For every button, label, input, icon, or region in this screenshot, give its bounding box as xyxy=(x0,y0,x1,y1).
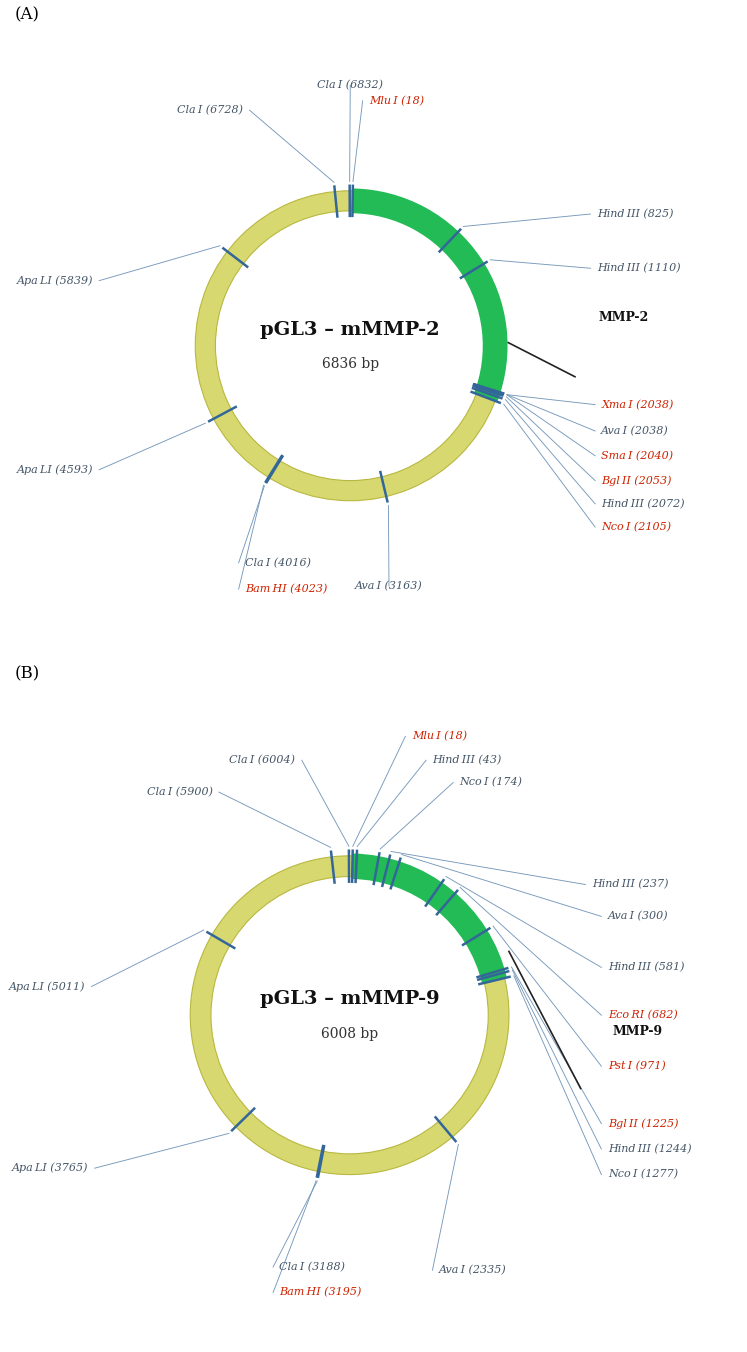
Text: Cla I (6728): Cla I (6728) xyxy=(177,105,244,115)
Text: Pst I (971): Pst I (971) xyxy=(608,1061,666,1071)
Text: Bgl II (2053): Bgl II (2053) xyxy=(601,476,672,485)
Text: Mlu I (18): Mlu I (18) xyxy=(412,731,467,741)
Text: Nco I (174): Nco I (174) xyxy=(459,777,523,788)
Text: Ava I (2038): Ava I (2038) xyxy=(601,426,669,437)
Text: Nco I (1277): Nco I (1277) xyxy=(608,1169,678,1180)
Text: MMP-2: MMP-2 xyxy=(598,311,648,324)
Text: Cla I (6004): Cla I (6004) xyxy=(229,754,295,765)
Text: Hind III (237): Hind III (237) xyxy=(592,879,669,890)
Text: Cla I (5900): Cla I (5900) xyxy=(146,787,213,798)
Text: Hind III (2072): Hind III (2072) xyxy=(601,499,685,508)
Text: Apa LI (5011): Apa LI (5011) xyxy=(8,982,85,992)
Text: Hind III (825): Hind III (825) xyxy=(597,208,673,219)
Text: Nco I (2105): Nco I (2105) xyxy=(601,522,672,533)
Text: pGL3 – mMMP-2: pGL3 – mMMP-2 xyxy=(261,322,440,339)
Wedge shape xyxy=(353,188,507,402)
Text: Bgl II (1225): Bgl II (1225) xyxy=(608,1118,678,1129)
Text: MMP-9: MMP-9 xyxy=(613,1025,663,1037)
Text: Mlu I (18): Mlu I (18) xyxy=(369,96,424,105)
Text: Sma I (2040): Sma I (2040) xyxy=(601,450,674,461)
Wedge shape xyxy=(352,853,507,983)
Text: Apa LI (5839): Apa LI (5839) xyxy=(16,276,93,285)
Text: 6836 bp: 6836 bp xyxy=(322,357,379,372)
Text: Ava I (2335): Ava I (2335) xyxy=(438,1265,506,1275)
Text: Bam HI (3195): Bam HI (3195) xyxy=(279,1287,362,1298)
Text: Apa LI (4593): Apa LI (4593) xyxy=(16,465,93,475)
Text: (B): (B) xyxy=(15,665,40,683)
Text: Cla I (6832): Cla I (6832) xyxy=(317,80,383,91)
Text: Hind III (1244): Hind III (1244) xyxy=(608,1144,692,1155)
Text: Eco RI (682): Eco RI (682) xyxy=(608,1010,678,1021)
Text: Ava I (3163): Ava I (3163) xyxy=(355,581,423,591)
Text: Bam HI (4023): Bam HI (4023) xyxy=(245,584,327,595)
Text: (A): (A) xyxy=(15,7,40,24)
Text: Cla I (4016): Cla I (4016) xyxy=(245,557,311,568)
Text: Hind III (1110): Hind III (1110) xyxy=(597,264,681,273)
Text: Hind III (581): Hind III (581) xyxy=(608,963,684,972)
Text: Ava I (300): Ava I (300) xyxy=(608,911,669,922)
Wedge shape xyxy=(195,191,505,500)
Text: Hind III (43): Hind III (43) xyxy=(433,754,502,765)
Wedge shape xyxy=(190,856,509,1175)
Text: Cla I (3188): Cla I (3188) xyxy=(279,1261,345,1272)
Text: Apa LI (3765): Apa LI (3765) xyxy=(12,1163,88,1174)
Text: Xma I (2038): Xma I (2038) xyxy=(601,399,674,410)
Text: 6008 bp: 6008 bp xyxy=(321,1028,378,1041)
Text: pGL3 – mMMP-9: pGL3 – mMMP-9 xyxy=(260,990,439,1009)
